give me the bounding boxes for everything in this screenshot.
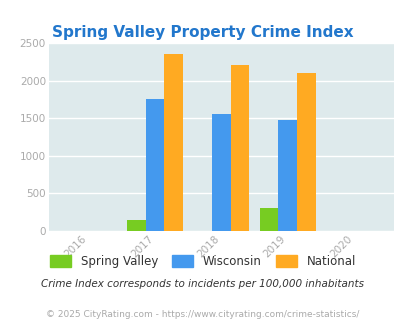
Text: © 2025 CityRating.com - https://www.cityrating.com/crime-statistics/: © 2025 CityRating.com - https://www.city… <box>46 310 359 319</box>
Bar <box>164 54 182 231</box>
Bar <box>259 209 278 231</box>
Legend: Spring Valley, Wisconsin, National: Spring Valley, Wisconsin, National <box>45 250 360 273</box>
Text: Crime Index corresponds to incidents per 100,000 inhabitants: Crime Index corresponds to incidents per… <box>41 279 364 289</box>
Bar <box>296 73 315 231</box>
Bar <box>145 99 164 231</box>
Bar <box>127 220 145 231</box>
Bar <box>278 120 296 231</box>
Bar <box>230 65 249 231</box>
Text: Spring Valley Property Crime Index: Spring Valley Property Crime Index <box>52 25 353 41</box>
Bar <box>211 115 230 231</box>
